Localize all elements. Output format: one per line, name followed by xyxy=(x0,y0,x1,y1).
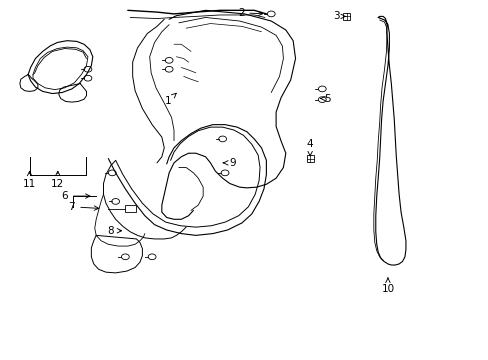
Text: 2: 2 xyxy=(237,8,262,18)
Text: 3: 3 xyxy=(333,12,345,21)
Text: 7: 7 xyxy=(68,202,99,212)
Text: 12: 12 xyxy=(51,171,64,189)
Text: 5: 5 xyxy=(320,94,330,104)
Text: 10: 10 xyxy=(381,278,394,294)
Text: 11: 11 xyxy=(23,171,36,189)
Text: 4: 4 xyxy=(306,139,313,156)
Text: 9: 9 xyxy=(223,158,235,168)
Text: 6: 6 xyxy=(61,191,90,201)
Text: 8: 8 xyxy=(107,226,122,236)
Text: 1: 1 xyxy=(164,93,176,107)
